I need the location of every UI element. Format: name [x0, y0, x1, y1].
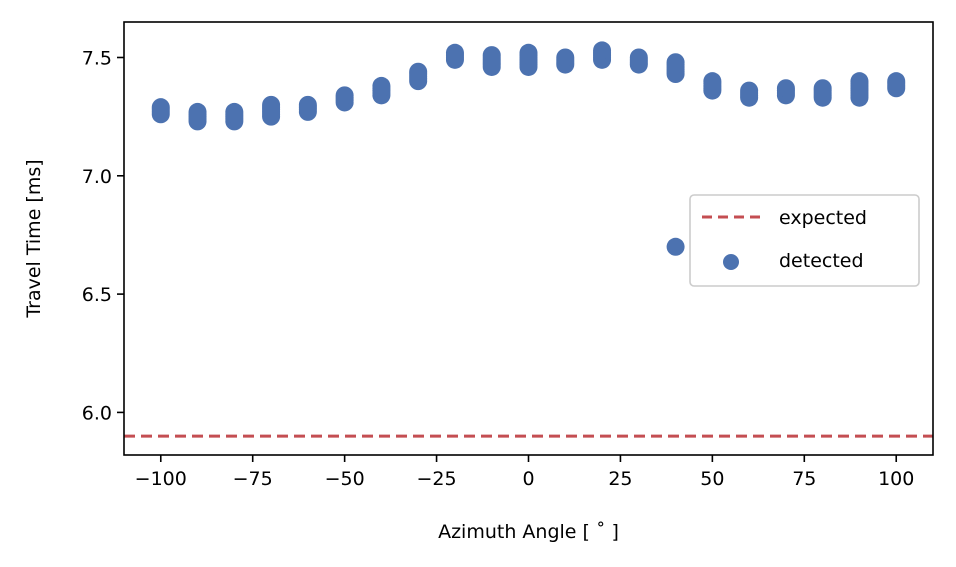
detected-point	[629, 48, 648, 67]
detected-point	[151, 98, 170, 117]
detected-point	[666, 53, 685, 72]
legend-detected-swatch	[723, 254, 739, 270]
legend-expected-label: expected	[779, 207, 867, 229]
plot-area	[124, 41, 933, 438]
legend-detected-label: detected	[779, 250, 864, 272]
x-tick-label: −100	[135, 468, 187, 490]
x-tick-label: 50	[700, 468, 724, 490]
legend-box	[689, 194, 920, 287]
x-tick-label: 100	[878, 468, 914, 490]
detected-point	[740, 81, 759, 100]
y-axis-label: Travel Time [ms]	[23, 159, 45, 318]
detected-point	[298, 95, 317, 114]
y-tick-label: 6.0	[82, 402, 112, 424]
detected-point	[887, 72, 906, 91]
detected-point	[262, 95, 281, 114]
detected-point	[372, 76, 391, 95]
legend: expected detected	[689, 194, 920, 287]
detected-point	[188, 102, 207, 121]
detected-point	[445, 43, 464, 62]
x-axis: −100 −75 −50 −25 0 25 50 75 100	[135, 455, 914, 490]
x-tick-label: 75	[792, 468, 816, 490]
y-tick-label: 7.5	[82, 47, 112, 69]
detected-point	[776, 79, 795, 98]
detected-point	[666, 237, 685, 256]
detected-point	[813, 79, 832, 98]
x-axis-label: Azimuth Angle [ ˚ ]	[438, 521, 619, 543]
detected-point	[703, 72, 722, 91]
x-tick-label: 25	[608, 468, 632, 490]
x-tick-label: −50	[325, 468, 365, 490]
x-tick-label: 0	[522, 468, 534, 490]
detected-point	[335, 86, 354, 105]
detected-point	[556, 48, 575, 67]
x-tick-label: −25	[417, 468, 457, 490]
detected-point	[850, 72, 869, 91]
detected-point	[482, 46, 501, 65]
y-axis: 6.0 6.5 7.0 7.5	[82, 47, 124, 424]
detected-point	[519, 43, 538, 62]
y-tick-label: 7.0	[82, 166, 112, 188]
y-tick-label: 6.5	[82, 284, 112, 306]
detected-point	[225, 102, 244, 121]
x-tick-label: −75	[233, 468, 273, 490]
detected-point	[593, 41, 612, 60]
detected-point	[409, 62, 428, 81]
